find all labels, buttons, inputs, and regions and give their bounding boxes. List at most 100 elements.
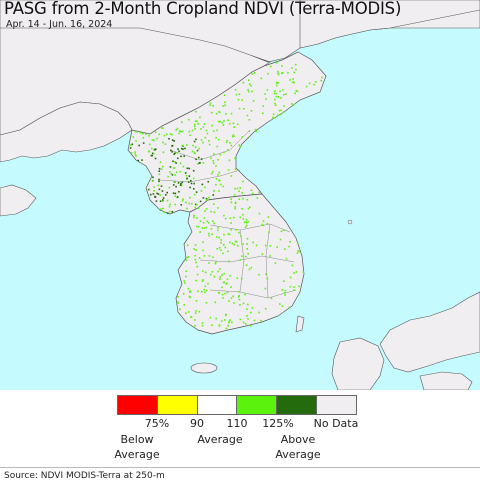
ndvi-pixel	[269, 65, 272, 68]
ndvi-pixel	[174, 180, 176, 183]
ndvi-pixel	[172, 160, 174, 163]
ndvi-pixel	[242, 302, 245, 305]
ndvi-pixel	[214, 301, 217, 304]
ndvi-pixel	[231, 321, 233, 324]
ndvi-pixel	[196, 120, 198, 123]
ndvi-pixel	[200, 190, 203, 192]
ndvi-pixel	[248, 268, 251, 271]
ndvi-pixel	[218, 111, 221, 114]
ndvi-pixel	[195, 279, 197, 282]
ndvi-pixel	[213, 222, 215, 225]
ndvi-pixel	[158, 167, 161, 170]
ndvi-pixel	[135, 155, 137, 157]
ndvi-pixel	[179, 184, 182, 186]
legend-tick-75: 75%	[144, 417, 170, 430]
ndvi-pixel	[279, 238, 282, 241]
ndvi-pixel	[233, 194, 236, 196]
ndvi-pixel	[183, 155, 186, 157]
ndvi-pixel	[163, 134, 166, 137]
ndvi-pixel	[215, 178, 218, 180]
ndvi-pixel	[273, 117, 276, 119]
ndvi-pixel	[142, 142, 145, 144]
ndvi-pixel	[166, 212, 169, 214]
ndvi-pixel	[186, 207, 188, 210]
ndvi-pixel	[250, 189, 253, 192]
ndvi-pixel	[163, 211, 166, 213]
ndvi-pixel	[162, 141, 164, 144]
ndvi-pixel	[289, 79, 291, 81]
ulleung-island	[347, 219, 353, 225]
ndvi-pixel	[234, 207, 236, 210]
ndvi-pixel	[284, 248, 286, 250]
ndvi-pixel	[217, 138, 220, 141]
ndvi-pixel	[230, 222, 232, 224]
ndvi-pixel	[246, 308, 248, 310]
ndvi-pixel	[227, 250, 229, 253]
ndvi-pixel	[216, 229, 219, 232]
ndvi-pixel	[218, 325, 221, 327]
ndvi-pixel	[230, 297, 233, 299]
ndvi-pixel	[289, 241, 291, 243]
ndvi-pixel	[227, 119, 230, 122]
ndvi-pixel	[194, 312, 197, 314]
ndvi-pixel	[225, 113, 227, 115]
ndvi-pixel	[222, 297, 224, 299]
ndvi-pixel	[200, 290, 203, 293]
ndvi-pixel	[180, 184, 183, 187]
ndvi-pixel	[220, 241, 222, 244]
ndvi-pixel	[274, 90, 276, 92]
ndvi-pixel	[198, 310, 201, 313]
ndvi-pixel	[194, 128, 196, 130]
ndvi-pixel	[202, 279, 204, 281]
ndvi-pixel	[220, 320, 223, 322]
ndvi-pixel	[160, 168, 163, 171]
ndvi-pixel	[150, 147, 153, 150]
ndvi-pixel	[239, 146, 241, 148]
ndvi-pixel	[202, 249, 204, 252]
legend-color-bar	[117, 395, 357, 415]
ndvi-pixel	[228, 159, 231, 162]
ndvi-pixel	[220, 239, 222, 241]
ndvi-pixel	[174, 161, 176, 163]
ndvi-pixel	[191, 150, 194, 153]
ndvi-pixel	[152, 176, 154, 179]
ndvi-pixel	[295, 89, 297, 92]
ndvi-pixel	[189, 196, 191, 199]
ndvi-pixel	[197, 156, 200, 159]
ndvi-pixel	[156, 137, 158, 140]
ndvi-pixel	[266, 277, 269, 280]
ndvi-pixel	[229, 319, 231, 321]
ndvi-pixel	[210, 273, 212, 276]
ndvi-pixel	[171, 210, 174, 213]
ndvi-pixel	[216, 145, 219, 148]
ndvi-pixel	[154, 196, 157, 198]
ndvi-pixel	[239, 186, 241, 189]
ndvi-pixel	[204, 136, 207, 139]
ndvi-pixel	[218, 179, 220, 182]
ndvi-pixel	[212, 162, 215, 165]
ndvi-pixel	[240, 277, 243, 280]
ndvi-pixel	[157, 193, 160, 195]
ndvi-pixel	[190, 316, 193, 318]
ndvi-pixel	[198, 147, 201, 150]
ndvi-pixel	[264, 287, 267, 290]
ndvi-pixel	[225, 314, 227, 317]
ndvi-pixel	[247, 207, 250, 210]
ndvi-pixel	[199, 200, 202, 203]
ndvi-pixel	[175, 171, 178, 173]
ndvi-pixel	[280, 97, 282, 99]
ndvi-pixel	[261, 253, 264, 255]
ndvi-pixel	[209, 316, 212, 319]
ndvi-pixel	[134, 151, 136, 153]
ndvi-pixel	[242, 213, 244, 216]
ndvi-pixel	[142, 137, 145, 139]
ndvi-pixel	[265, 98, 267, 100]
ndvi-pixel	[195, 138, 197, 141]
ndvi-pixel	[202, 162, 205, 164]
ndvi-pixel	[188, 167, 191, 170]
ndvi-pixel	[178, 132, 180, 135]
ndvi-pixel	[295, 68, 297, 71]
ndvi-pixel	[151, 139, 154, 141]
ndvi-pixel	[194, 258, 197, 261]
ndvi-pixel	[251, 192, 254, 195]
